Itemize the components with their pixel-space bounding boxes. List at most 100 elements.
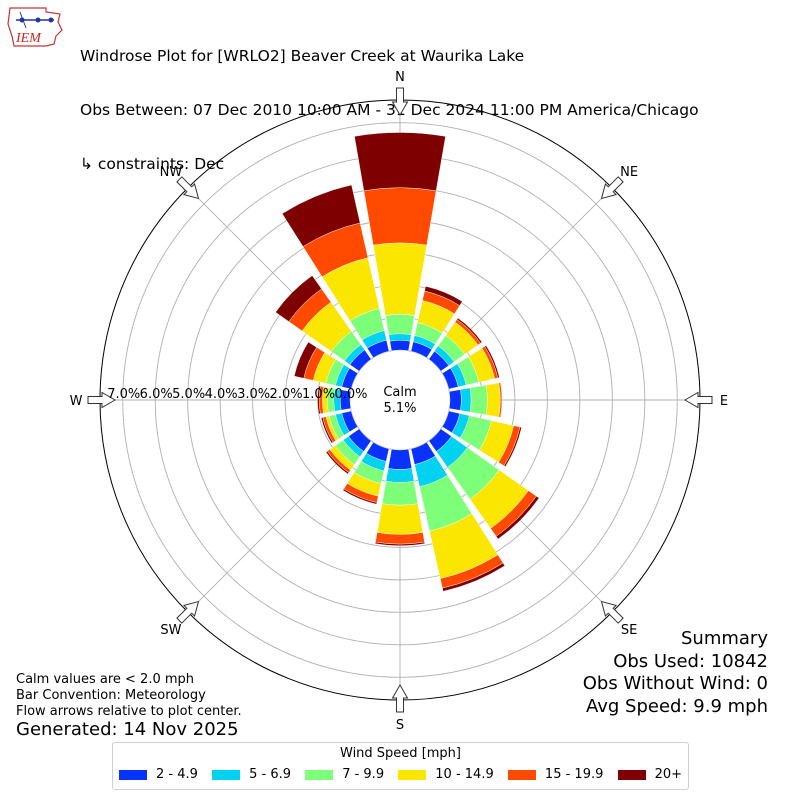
- arrow-shape: [87, 391, 117, 409]
- summary-block: Summary Obs Used: 10842 Obs Without Wind…: [583, 628, 768, 718]
- windrose-bar-segment: [376, 503, 424, 535]
- windrose-bar-segment: [385, 314, 415, 335]
- arrow-shape: [176, 176, 200, 200]
- legend-item: 15 - 19.9: [507, 767, 604, 782]
- direction-arrow-icon: [683, 391, 713, 409]
- legend-label: 20+: [654, 767, 682, 782]
- windrose-bar-segment: [495, 495, 540, 540]
- direction-arrow-icon: [600, 176, 624, 200]
- direction-arrow-icon: [176, 176, 200, 200]
- title-line-2: Obs Between: 07 Dec 2010 10:00 AM - 31 D…: [80, 101, 699, 119]
- direction-arrows: [87, 87, 713, 713]
- windrose-bar-segment: [275, 275, 322, 322]
- compass-label: NW: [160, 165, 183, 180]
- direction-arrow-icon: [600, 600, 624, 624]
- legend-item: 20+: [617, 767, 682, 782]
- windrose-bar-segment: [503, 426, 522, 467]
- radial-tick-label: 6.0%: [140, 387, 173, 402]
- calm-label: Calm: [383, 385, 416, 400]
- windrose-bar-segment: [363, 187, 437, 246]
- arrow-shape: [176, 600, 200, 624]
- radial-tick-label: 1.0%: [302, 387, 335, 402]
- generated-date: Generated: 14 Nov 2025: [16, 719, 239, 740]
- windrose-bar-segment: [320, 417, 334, 444]
- compass-label: N: [395, 70, 405, 85]
- bar-convention-note: Bar Convention: Meteorology: [16, 688, 206, 703]
- compass-label: W: [70, 394, 83, 409]
- calm-value: 5.1%: [383, 401, 416, 416]
- radial-tick-label: 4.0%: [205, 387, 238, 402]
- windrose-bar-segment: [374, 541, 426, 546]
- logo-text: IEM: [15, 31, 42, 46]
- legend-label: 10 - 14.9: [435, 767, 494, 782]
- legend: Wind Speed [mph] 2 - 4.9 5 - 6.9 7 - 9.9…: [112, 742, 689, 790]
- obs-used: Obs Used: 10842: [613, 650, 768, 672]
- avg-speed: Avg Speed: 9.9 mph: [586, 695, 768, 717]
- iem-logo: IEM: [7, 7, 63, 47]
- windrose-bar-segment: [449, 389, 462, 411]
- windrose-bar-segment: [388, 333, 412, 342]
- windrose-bar-segment: [293, 341, 317, 379]
- direction-arrow-icon: [391, 87, 409, 117]
- legend-swatch: [119, 769, 147, 780]
- compass-label: SW: [160, 623, 181, 638]
- windrose-bar-segment: [498, 382, 503, 418]
- title-line-1: Windrose Plot for [WRLO2] Beaver Creek a…: [80, 47, 525, 65]
- radial-tick-label: 0.0%: [334, 387, 367, 402]
- grid-spoke: [187, 435, 365, 613]
- legend-swatch: [305, 769, 334, 780]
- windrose-bar-segment: [485, 382, 501, 418]
- direction-arrow-icon: [391, 683, 409, 713]
- flow-note: Flow arrows relative to plot center.: [16, 704, 242, 719]
- windrose-bar-segment: [469, 384, 488, 416]
- windrose-bar-segment: [424, 286, 463, 306]
- arrow-shape: [600, 176, 624, 200]
- windrose-bar-segment: [442, 562, 506, 592]
- arrow-shape: [683, 391, 713, 409]
- legend-swatch: [617, 769, 646, 780]
- legend-label: 2 - 4.9: [156, 767, 198, 782]
- windrose-bar-segment: [460, 387, 472, 413]
- windrose-bar-segment: [381, 481, 419, 506]
- obs-without-wind: Obs Without Wind: 0: [582, 673, 768, 694]
- summary-heading: Summary: [681, 628, 768, 649]
- direction-arrow-icon: [87, 391, 117, 409]
- windrose-bar-segment: [389, 340, 411, 351]
- radial-tick-label: 5.0%: [172, 387, 205, 402]
- title-line-3: ↳ constraints: Dec: [80, 155, 225, 173]
- legend-item: 5 - 6.9: [212, 767, 291, 782]
- notes-block: Calm values are < 2.0 mph Bar Convention…: [16, 672, 242, 720]
- compass-label: E: [720, 394, 728, 409]
- legend-label: 15 - 19.9: [544, 767, 604, 782]
- legend-swatch: [507, 769, 536, 780]
- legend-item: 10 - 14.9: [398, 767, 494, 782]
- windrose-bar-segment: [342, 488, 378, 505]
- windrose-bar-segment: [484, 345, 500, 379]
- windrose-bar-segment: [325, 451, 349, 475]
- legend-items: 2 - 4.9 5 - 6.9 7 - 9.9 10 - 14.9 15 - 1…: [113, 761, 688, 782]
- legend-label: 7 - 9.9: [342, 767, 385, 782]
- legend-item: 7 - 9.9: [305, 767, 384, 782]
- windrose-bar-segment: [373, 242, 427, 316]
- compass-label: SE: [621, 623, 637, 638]
- radial-tick-label: 3.0%: [237, 387, 270, 402]
- tick-labels: N NE E SE S SW W NW 0.0%1.0%2.0%3.0%4.0%5.0%6.0%…: [70, 70, 729, 733]
- chart-title: Windrose Plot for [WRLO2] Beaver Creek a…: [80, 11, 699, 191]
- windrose-bar-segment: [456, 317, 483, 344]
- windrose-bar-segment: [387, 449, 413, 470]
- legend-label: 5 - 6.9: [249, 767, 291, 782]
- direction-arrow-icon: [176, 600, 200, 624]
- arrow-shape: [391, 683, 409, 713]
- windrose-bar-segment: [385, 468, 415, 483]
- calm-note: Calm values are < 2.0 mph: [16, 672, 195, 687]
- windrose-bar-segment: [354, 132, 446, 191]
- compass-label: NE: [620, 165, 638, 180]
- legend-swatch: [212, 769, 241, 780]
- radial-tick-label: 2.0%: [270, 387, 303, 402]
- windrose-bar-segment: [281, 184, 361, 247]
- windrose-bar-segment: [317, 385, 321, 415]
- arrow-shape: [600, 600, 624, 624]
- radial-tick-label: 7.0%: [107, 387, 140, 402]
- legend-item: 2 - 4.9: [119, 767, 198, 782]
